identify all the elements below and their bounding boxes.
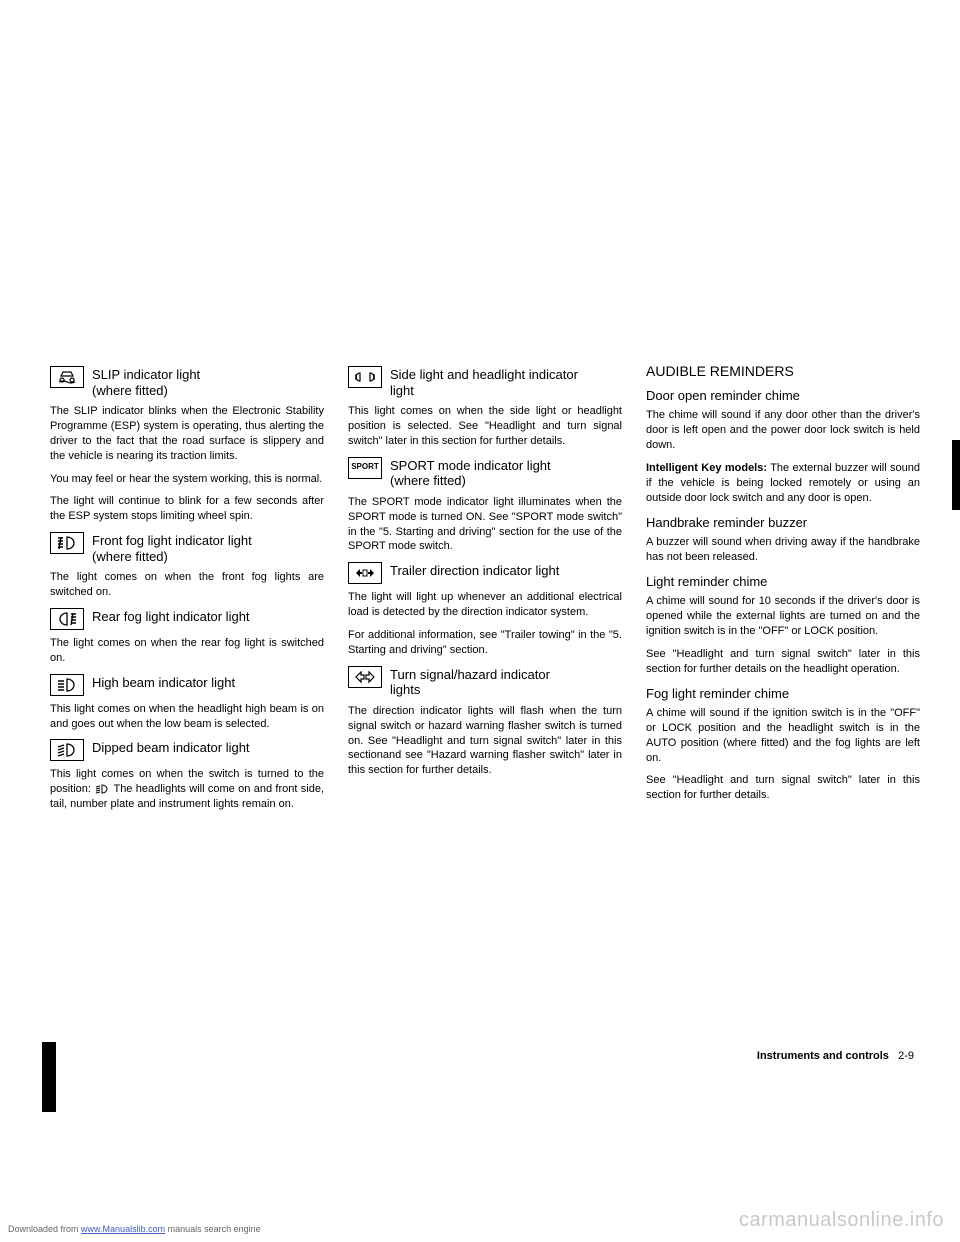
turn-title-line2: lights [390,682,420,697]
handbrake-p1: A buzzer will sound when driving away if… [646,535,920,565]
fogchime-p1: A chime will sound if the ignition switc… [646,706,920,765]
page-content: SLIP indicator light (where fitted) The … [50,360,920,820]
sport-title-line2: (where fitted) [390,473,466,488]
door-title: Door open reminder chime [646,387,920,405]
fogchime-title: Fog light reminder chime [646,685,920,703]
sport-title-line1: SPORT mode indicator light [390,458,551,473]
sidelight-title-line1: Side light and headlight indicator [390,367,578,382]
highbeam-title: High beam indicator light [92,674,235,691]
slip-heading: SLIP indicator light (where fitted) [50,366,324,398]
column-1: SLIP indicator light (where fitted) The … [50,360,324,820]
sport-icon-text: SPORT [351,462,379,473]
watermark: carmanualsonline.info [739,1209,944,1232]
frontfog-heading: Front fog light indicator light (where f… [50,532,324,564]
frontfog-title: Front fog light indicator light (where f… [92,532,252,564]
footer-section: Instruments and controls [757,1050,889,1062]
highbeam-heading: High beam indicator light [50,674,324,696]
trailer-p2: For additional information, see "Trailer… [348,628,622,658]
door-p2a: Intelligent Key models: [646,462,767,474]
dipped-beam-icon [50,739,84,761]
page-footer: Instruments and controls 2-9 [757,1050,914,1062]
dipped-title: Dipped beam indicator light [92,739,250,756]
slip-p1: The SLIP indicator blinks when the Elect… [50,404,324,463]
trailer-heading: Trailer direction indicator light [348,562,622,584]
highbeam-p1: This light comes on when the headlight h… [50,702,324,732]
slip-p3: The light will continue to blink for a f… [50,494,324,524]
slip-title-line2: (where fitted) [92,383,168,398]
slip-title-line1: SLIP indicator light [92,367,200,382]
right-black-tab [952,440,960,510]
rearfog-heading: Rear fog light indicator light [50,608,324,630]
front-fog-icon [50,532,84,554]
dl-suffix: manuals search engine [165,1224,261,1234]
sport-heading: SPORT SPORT mode indicator light (where … [348,457,622,489]
turn-title-line1: Turn signal/hazard indicator [390,667,550,682]
lightchime-p2: See "Headlight and turn signal switch" l… [646,647,920,677]
rearfog-title: Rear fog light indicator light [92,608,250,625]
fogchime-p2: See "Headlight and turn signal switch" l… [646,773,920,803]
column-3: AUDIBLE REMINDERS Door open reminder chi… [646,360,920,820]
sidelight-title-line2: light [390,383,414,398]
sport-title: SPORT mode indicator light (where fitted… [390,457,551,489]
sidelight-heading: Side light and headlight indicator light [348,366,622,398]
dipped-heading: Dipped beam indicator light [50,739,324,761]
footer-page: 2-9 [898,1050,914,1062]
turn-heading: Turn signal/hazard indicator lights [348,666,622,698]
manualslib-link[interactable]: www.Manualslib.com [81,1224,165,1234]
left-black-tab [42,1042,56,1112]
door-p2: Intelligent Key models: The external buz… [646,461,920,506]
headlight-position-icon [94,784,110,794]
turn-p1: The direction indicator lights will flas… [348,704,622,778]
slip-title: SLIP indicator light (where fitted) [92,366,200,398]
trailer-p1: The light will light up whenever an addi… [348,590,622,620]
sport-p1: The SPORT mode indicator light illuminat… [348,495,622,554]
rear-fog-icon [50,608,84,630]
slip-icon [50,366,84,388]
sidelight-title: Side light and headlight indicator light [390,366,578,398]
slip-p2: You may feel or hear the system working,… [50,472,324,487]
frontfog-title-line2: (where fitted) [92,549,168,564]
lightchime-title: Light reminder chime [646,573,920,591]
lightchime-p1: A chime will sound for 10 seconds if the… [646,594,920,639]
trailer-title: Trailer direction indicator light [390,562,559,579]
trailer-icon [348,562,382,584]
frontfog-p1: The light comes on when the front fog li… [50,570,324,600]
sidelight-p1: This light comes on when the side light … [348,404,622,449]
column-2: Side light and headlight indicator light… [348,360,622,820]
side-light-icon [348,366,382,388]
download-notice: Downloaded from www.Manualslib.com manua… [8,1224,261,1234]
sport-icon: SPORT [348,457,382,479]
door-p1: The chime will sound if any door other t… [646,408,920,453]
dipped-p1: This light comes on when the switch is t… [50,767,324,812]
high-beam-icon [50,674,84,696]
turn-signal-icon [348,666,382,688]
dl-prefix: Downloaded from [8,1224,81,1234]
turn-title: Turn signal/hazard indicator lights [390,666,550,698]
audible-heading: AUDIBLE REMINDERS [646,362,920,381]
rearfog-p1: The light comes on when the rear fog lig… [50,636,324,666]
frontfog-title-line1: Front fog light indicator light [92,533,252,548]
handbrake-title: Handbrake reminder buzzer [646,514,920,532]
